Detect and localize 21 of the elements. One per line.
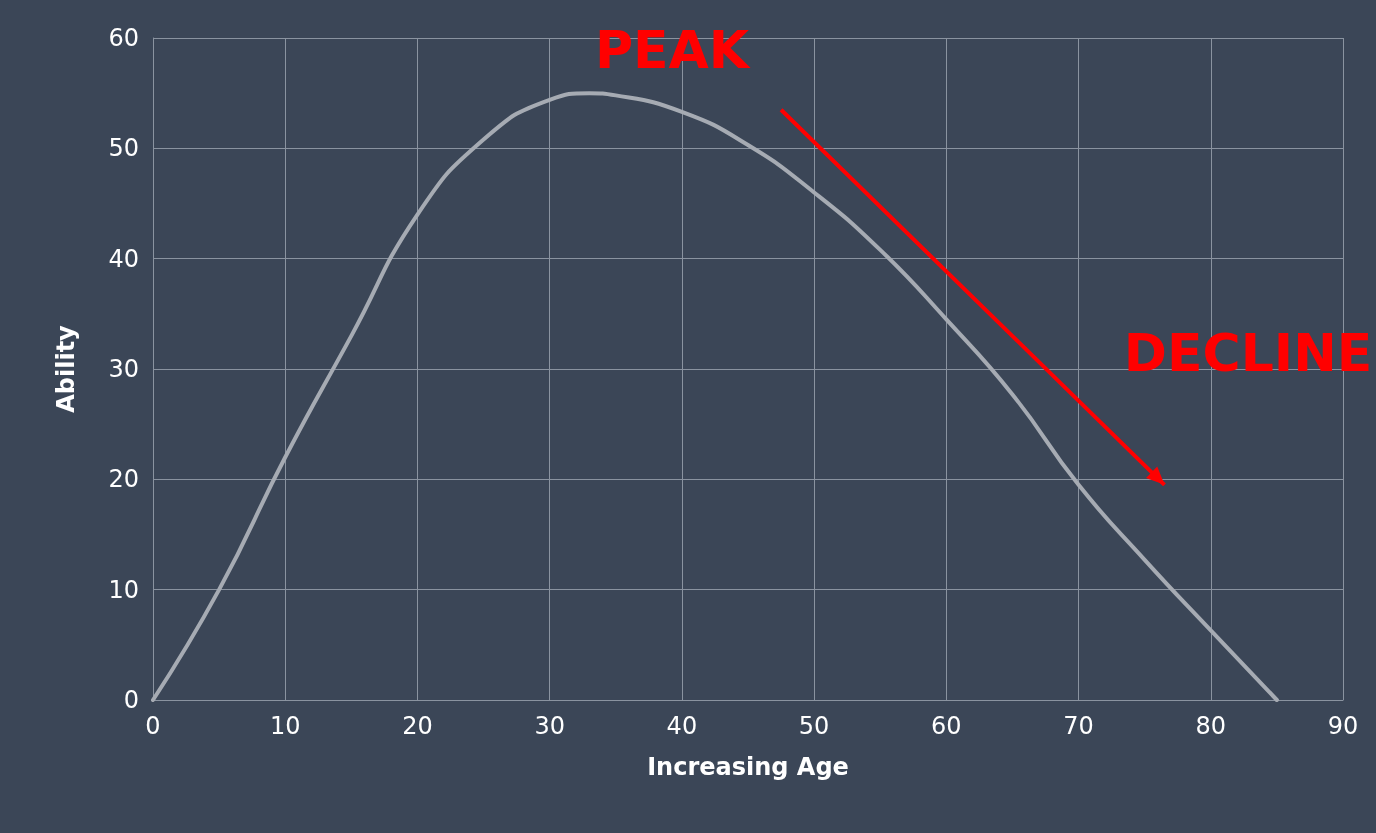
x-tick-label: 70: [1063, 712, 1094, 740]
y-tick-label: 60: [108, 24, 139, 52]
x-tick-label: 30: [534, 712, 565, 740]
y-tick-label: 20: [108, 465, 139, 494]
x-axis-title: Increasing Age: [647, 753, 849, 781]
y-tick-label: 10: [108, 575, 139, 604]
x-tick-label: 80: [1195, 712, 1227, 740]
y-tick-label: 50: [108, 134, 139, 163]
x-tick-label: 0: [145, 712, 161, 740]
y-tick-label: 30: [108, 355, 139, 383]
x-tick-label: 20: [402, 712, 433, 740]
x-tick-label: 60: [931, 712, 962, 740]
annotation: DECLINE: [1123, 323, 1373, 383]
annotation: PEAK: [594, 20, 751, 80]
x-tick-label: 40: [666, 712, 698, 740]
y-axis-title: Ability: [52, 324, 80, 413]
y-tick-label: 40: [108, 244, 139, 273]
y-tick-label: 0: [123, 686, 139, 714]
x-tick-label: 90: [1327, 712, 1359, 740]
x-tick-label: 50: [798, 712, 830, 740]
x-tick-label: 10: [269, 712, 301, 740]
